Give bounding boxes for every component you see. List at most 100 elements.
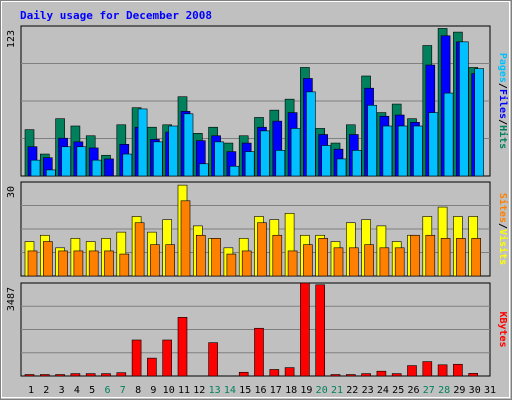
day-label: 13 [209,385,221,396]
bar-sites-day-undefined [73,250,84,277]
day-label: 11 [178,385,190,396]
day-label: 3 [59,385,65,396]
bar-pages-day-19 [306,91,316,177]
day-label: 8 [135,385,141,396]
y-max-label: 30 [6,186,17,198]
bar-kbytes-day-undefined [147,357,157,377]
day-axis-labels: 1 2 3 4 5 6 7 8 9 10 11 12 13 14 15 16 17 18 19 20 21 22 23 24 2… [28,385,496,396]
y-max-label: 123 [6,30,17,48]
bar-pages-day-17 [275,150,286,177]
bar-pages-day-25 [397,125,408,177]
bar-pages-day-14 [229,165,240,177]
bar-kbytes-day-undefined [238,371,249,377]
bar-sites-day-undefined [257,222,267,277]
bar-pages-day-11 [183,113,194,177]
bar-pages-day-4 [76,146,87,177]
bar-kbytes-day-undefined [208,342,218,377]
bar-pages-day-9 [153,141,163,177]
legend-kbytes: KBytes [497,311,508,347]
bar-pages-day-27 [428,112,439,177]
day-label: 29 [453,385,465,396]
bar-sites-day-undefined [196,234,206,277]
legend-files: Files [497,89,509,119]
chart-panel-2: 3487 KBytes [6,282,508,377]
legend-hits: Hits [497,125,509,149]
bar-pages-day-2 [45,169,56,177]
chart-panel-1: 30 Sites/Visits [6,181,509,277]
bar-kbytes-day-undefined [376,370,387,377]
day-label: 18 [285,385,297,396]
bar-sites-day-undefined [27,250,38,277]
bar-pages-day-15 [244,151,255,177]
day-label: 26 [407,385,419,396]
bar-sites-day-undefined [211,238,221,277]
bar-pages-day-23 [367,104,377,177]
legend-separator: / [497,83,508,89]
day-label: 5 [89,385,95,396]
legend-pages: Pages [497,53,508,83]
legend-separator: / [497,119,508,125]
bar-pages-day-8 [137,108,148,177]
bar-kbytes-day-undefined [39,374,50,377]
day-label: 1 [28,385,34,396]
bar-kbytes-day-undefined [70,373,81,377]
bar-kbytes-day-undefined [468,373,479,377]
bar-sites-day-undefined [165,244,175,277]
day-label: 31 [484,385,496,396]
bar-kbytes-day-undefined [345,374,356,377]
bar-kbytes-day-undefined [177,317,188,377]
bar-pages-day-26 [413,125,423,177]
day-label: 25 [392,385,404,396]
bar-kbytes-day-undefined [361,373,371,377]
day-label: 21 [331,385,343,396]
day-label: 14 [224,385,236,396]
bar-sites-day-undefined [104,250,114,277]
bar-kbytes-day-undefined [162,339,172,377]
bar-sites-day-undefined [226,253,237,277]
bar-pages-day-1 [30,159,41,177]
bar-sites-day-undefined [134,222,145,277]
day-label: 19 [300,385,312,396]
bar-sites-day-undefined [88,250,99,277]
bar-sites-day-undefined [410,234,420,277]
bar-sites-day-undefined [180,200,191,277]
bar-sites-day-undefined [471,238,482,277]
day-label: 9 [150,385,156,396]
day-label: 24 [377,385,389,396]
bar-sites-day-undefined [425,234,436,277]
day-label: 12 [193,385,205,396]
bar-sites-day-undefined [287,250,298,277]
bar-kbytes-day-undefined [300,282,310,377]
bar-pages-day-24 [382,125,393,177]
bar-pages-day-29 [459,41,469,177]
bar-kbytes-day-undefined [85,373,96,377]
bar-pages-day-28 [443,92,454,177]
bar-pages-day-16 [260,130,270,177]
bar-pages-day-30 [474,68,485,177]
bar-kbytes-day-undefined [131,339,142,377]
bar-kbytes-day-undefined [284,367,295,377]
day-label: 23 [362,385,374,396]
bar-kbytes-day-undefined [315,284,326,377]
bar-pages-day-22 [351,150,362,177]
bar-kbytes-day-undefined [101,373,111,377]
series-legend: Sites/Visits [497,193,509,265]
bar-sites-day-undefined [394,247,405,277]
day-label: 2 [43,385,49,396]
bar-pages-day-13 [214,141,224,177]
day-label: 16 [254,385,266,396]
bar-sites-day-undefined [58,250,68,277]
bar-pages-day-5 [91,159,102,177]
bar-kbytes-day-undefined [254,327,264,377]
bar-sites-day-undefined [119,253,130,277]
day-label: 7 [120,385,126,396]
bar-pages-day-20 [321,145,332,177]
day-label: 27 [423,385,435,396]
bar-sites-day-undefined [318,238,329,277]
bar-sites-day-undefined [272,234,283,277]
bar-pages-day-7 [122,153,133,177]
bar-kbytes-day-undefined [437,364,448,377]
series-legend: Pages/Files/Hits [497,53,509,149]
bar-pages-day-10 [168,125,178,177]
